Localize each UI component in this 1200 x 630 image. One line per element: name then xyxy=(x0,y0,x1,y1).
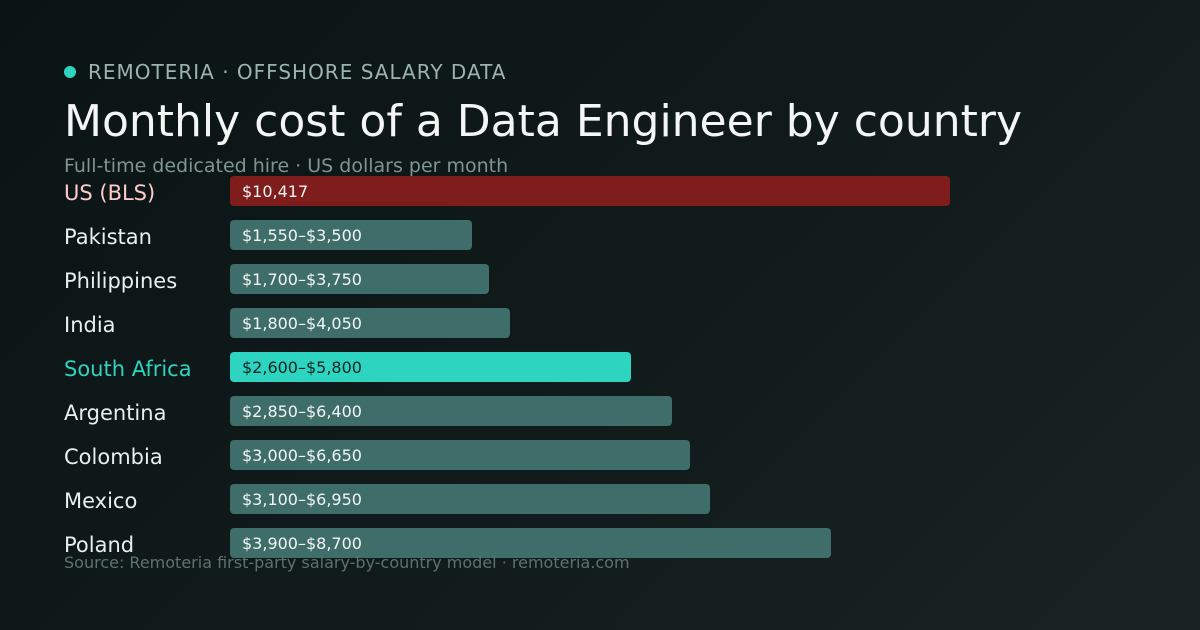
chart-subtitle: Full-time dedicated hire · US dollars pe… xyxy=(64,155,509,177)
category-label-india: India xyxy=(64,313,116,337)
category-label-philippines: Philippines xyxy=(64,269,177,293)
bar-philippines xyxy=(230,264,489,294)
category-label-us-bls: US (BLS) xyxy=(64,181,155,205)
category-label-poland: Poland xyxy=(64,533,134,557)
value-label-pakistan: $1,550–$3,500 xyxy=(242,226,362,245)
bar-colombia xyxy=(230,440,690,470)
chart-title: Monthly cost of a Data Engineer by count… xyxy=(64,96,1022,147)
category-label-pakistan: Pakistan xyxy=(64,225,152,249)
value-label-argentina: $2,850–$6,400 xyxy=(242,402,362,421)
brand-header: REMOTERIA · OFFSHORE SALARY DATA xyxy=(64,58,506,86)
value-label-india: $1,800–$4,050 xyxy=(242,314,362,333)
category-label-argentina: Argentina xyxy=(64,401,166,425)
bar-poland xyxy=(230,528,831,558)
category-label-colombia: Colombia xyxy=(64,445,163,469)
bar-pakistan xyxy=(230,220,472,250)
bar-mexico xyxy=(230,484,710,514)
value-label-us-bls: $10,417 xyxy=(242,182,308,201)
bar-argentina xyxy=(230,396,672,426)
source-note: Source: Remoteria first-party salary-by-… xyxy=(64,553,630,572)
brand-dot-icon xyxy=(64,66,76,78)
category-label-south-africa: South Africa xyxy=(64,357,192,381)
value-label-colombia: $3,000–$6,650 xyxy=(242,446,362,465)
bar-india xyxy=(230,308,510,338)
value-label-south-africa: $2,600–$5,800 xyxy=(242,358,362,377)
value-label-poland: $3,900–$8,700 xyxy=(242,534,362,553)
bar-south-africa xyxy=(230,352,631,382)
value-label-mexico: $3,100–$6,950 xyxy=(242,490,362,509)
brand-text: REMOTERIA · OFFSHORE SALARY DATA xyxy=(88,60,507,84)
bar-us-bls xyxy=(230,176,950,206)
category-label-mexico: Mexico xyxy=(64,489,137,513)
value-label-philippines: $1,700–$3,750 xyxy=(242,270,362,289)
